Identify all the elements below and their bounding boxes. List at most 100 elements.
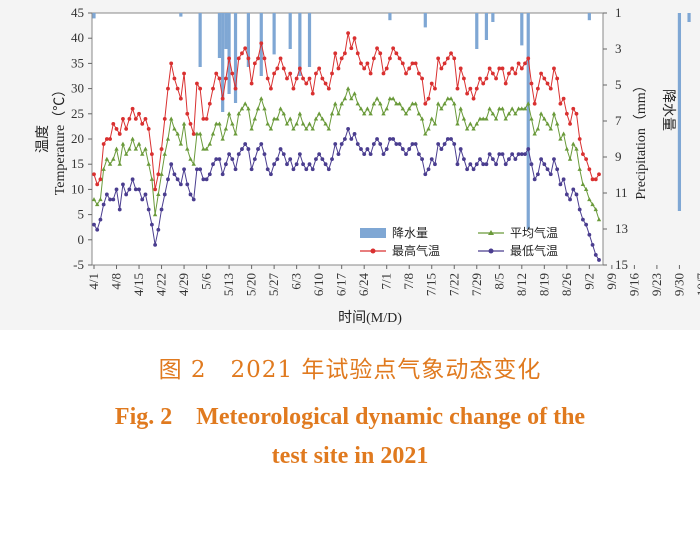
point-max-93	[391, 46, 396, 51]
point-min-18	[149, 222, 154, 227]
point-min-107	[436, 142, 441, 146]
point-avg-106	[432, 121, 438, 126]
point-min-78	[342, 137, 347, 141]
precipitation-bar-19	[520, 13, 524, 46]
point-max-4	[104, 137, 109, 141]
point-avg-145	[558, 136, 563, 141]
point-avg-157	[596, 217, 602, 222]
point-max-12	[130, 106, 135, 111]
point-avg-13	[133, 146, 139, 151]
x-tick-label-14: 7/8	[401, 273, 416, 290]
point-max-1	[95, 182, 100, 187]
point-avg-153	[583, 187, 589, 191]
point-max-21	[159, 147, 164, 151]
point-avg-69	[313, 116, 319, 121]
precipitation-bar-16	[475, 13, 479, 49]
point-avg-88	[374, 96, 380, 101]
point-min-151	[577, 207, 582, 212]
point-max-54	[265, 76, 270, 81]
point-avg-142	[548, 126, 553, 131]
point-max-157	[597, 172, 601, 177]
point-min-152	[581, 217, 585, 222]
point-avg-42	[226, 111, 232, 116]
point-max-61	[288, 71, 293, 76]
point-max-84	[362, 66, 367, 71]
point-avg-120	[477, 116, 483, 121]
y-tick-label-40: 40	[71, 30, 84, 45]
point-avg-31	[191, 161, 196, 166]
y-tick-label-5: 5	[78, 207, 85, 222]
point-max-112	[452, 56, 457, 61]
point-avg-73	[326, 126, 332, 131]
precipitation-bar-7	[233, 13, 238, 103]
point-max-52	[259, 41, 264, 46]
point-avg-144	[554, 121, 560, 126]
point-max-70	[317, 66, 322, 71]
point-max-99	[410, 61, 415, 66]
point-min-37	[211, 162, 215, 167]
point-avg-58	[278, 106, 283, 111]
precipitation-bar-14	[388, 13, 392, 21]
point-max-134	[523, 61, 527, 66]
point-max-19	[153, 187, 158, 192]
point-avg-40	[220, 136, 225, 141]
point-max-104	[426, 96, 431, 101]
point-max-32	[195, 81, 199, 86]
point-max-111	[449, 51, 453, 56]
point-avg-89	[378, 101, 383, 106]
point-avg-110	[445, 96, 451, 101]
point-min-157	[597, 258, 601, 262]
point-max-126	[497, 66, 502, 71]
point-avg-132	[516, 106, 521, 111]
point-avg-113	[455, 121, 460, 126]
y-tick-label-10: 10	[71, 181, 84, 196]
point-max-57	[275, 66, 280, 71]
point-min-94	[394, 142, 399, 146]
point-min-38	[214, 157, 219, 162]
point-avg-18	[149, 176, 155, 181]
point-avg-71	[320, 116, 325, 121]
point-min-147	[564, 192, 569, 197]
precipitation-bar-21	[587, 13, 591, 21]
point-min-120	[478, 157, 482, 162]
point-max-103	[423, 101, 428, 106]
point-avg-146	[561, 131, 566, 136]
point-max-120	[478, 76, 482, 81]
point-avg-34	[201, 146, 206, 151]
point-max-110	[445, 56, 450, 61]
precipitation-bar-10	[272, 13, 276, 55]
point-min-111	[449, 137, 453, 141]
point-min-33	[198, 167, 203, 172]
point-max-100	[413, 61, 418, 66]
point-avg-25	[172, 126, 177, 131]
point-avg-91	[384, 106, 389, 111]
point-min-44	[233, 167, 238, 172]
point-min-87	[371, 142, 376, 146]
point-min-88	[375, 137, 379, 141]
x-tick-label-12: 6/24	[356, 273, 371, 297]
point-min-80	[349, 137, 354, 141]
point-max-37	[211, 86, 215, 91]
point-max-144	[555, 76, 560, 81]
precipitation-bar-8	[246, 13, 250, 67]
point-avg-80	[349, 96, 354, 101]
point-avg-140	[542, 116, 547, 121]
point-avg-36	[207, 141, 212, 146]
legend-swatch-precip	[360, 228, 386, 238]
figure-caption-en-line2: test site in 2021	[271, 443, 429, 469]
point-max-115	[462, 76, 466, 81]
point-min-52	[259, 142, 264, 146]
point-min-61	[288, 157, 293, 162]
point-max-155	[590, 177, 595, 182]
point-min-137	[532, 177, 537, 182]
point-max-102	[420, 76, 424, 81]
point-avg-109	[442, 101, 447, 106]
point-min-72	[323, 162, 328, 167]
point-max-154	[587, 167, 592, 172]
point-avg-141	[545, 121, 550, 126]
point-avg-52	[259, 96, 264, 101]
point-max-65	[301, 76, 305, 81]
point-min-42	[227, 152, 231, 157]
point-min-130	[510, 152, 515, 157]
point-max-8	[117, 132, 122, 136]
